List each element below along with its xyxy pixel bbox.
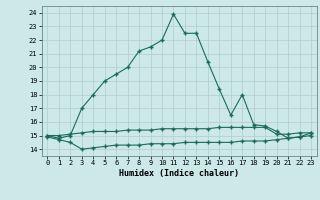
X-axis label: Humidex (Indice chaleur): Humidex (Indice chaleur) [119,169,239,178]
